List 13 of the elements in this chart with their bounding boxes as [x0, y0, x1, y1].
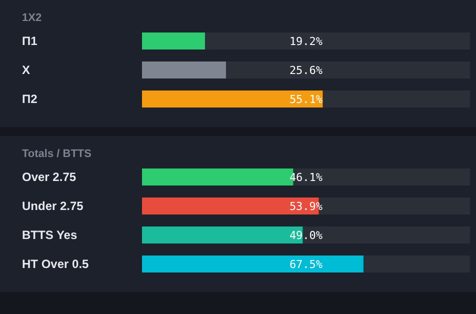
y-tick-label: Under 2.75: [22, 199, 84, 213]
y-tick-label: BTTS Yes: [22, 228, 78, 242]
y-tick-label: X: [22, 63, 30, 77]
y-tick-label: П2: [22, 92, 38, 106]
text: 1X2: [22, 12, 42, 24]
y-tick-label: Over 2.75: [22, 170, 76, 184]
y-tick-label: HT Over 0.5: [22, 257, 90, 271]
data-label: 55.1%: [289, 93, 323, 106]
data-label: 25.6%: [289, 64, 323, 77]
data-label: 67.5%: [289, 258, 323, 271]
chart-title: Totals / BTTS: [22, 148, 92, 160]
y-tick-label: П1: [22, 34, 38, 48]
data-label: 19.2%: [289, 35, 323, 48]
